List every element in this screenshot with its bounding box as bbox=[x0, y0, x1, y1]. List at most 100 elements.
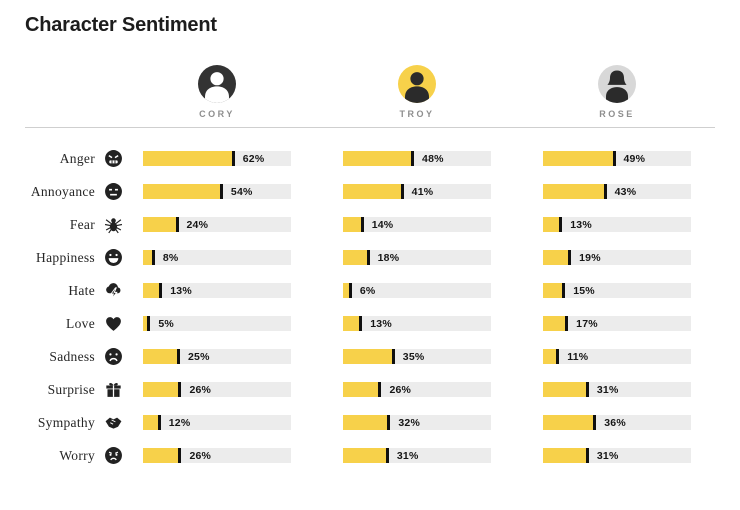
sentiment-row: Sadness 25% 35% 11% bbox=[0, 340, 740, 373]
bar-value-label: 26% bbox=[389, 383, 412, 396]
bar-tick bbox=[219, 184, 223, 199]
sentiment-bars: 12% 32% 36% bbox=[143, 415, 740, 430]
bar-tick bbox=[360, 217, 364, 232]
bar-fill bbox=[543, 151, 616, 166]
sentiment-bar-cory: 62% bbox=[143, 151, 291, 166]
bar-tick bbox=[175, 217, 179, 232]
sentiment-bar-rose: 17% bbox=[543, 316, 691, 331]
sentiment-row: Happiness 8% 18% 19% bbox=[0, 241, 740, 274]
characters-header: CORY TROY ROSE bbox=[0, 65, 740, 119]
bar-fill bbox=[143, 415, 161, 430]
sad-face-icon bbox=[103, 347, 123, 367]
sentiment-bars: 26% 31% 31% bbox=[143, 448, 740, 463]
sentiment-bars: 25% 35% 11% bbox=[143, 349, 740, 364]
sentiment-bars: 5% 13% 17% bbox=[143, 316, 740, 331]
bar-value-label: 15% bbox=[573, 284, 595, 297]
bar-value-label: 13% bbox=[170, 284, 192, 297]
bar-tick bbox=[147, 316, 151, 331]
sentiment-bar-cory: 26% bbox=[143, 448, 291, 463]
bar-fill bbox=[343, 250, 370, 265]
sentiment-label: Worry bbox=[59, 447, 95, 463]
bar-value-label: 32% bbox=[398, 416, 420, 429]
sentiment-bar-troy: 14% bbox=[343, 217, 491, 232]
heart-icon bbox=[103, 314, 123, 334]
expressionless-face-icon bbox=[103, 182, 123, 202]
sentiment-bar-cory: 24% bbox=[143, 217, 291, 232]
bar-fill bbox=[343, 415, 391, 430]
bar-tick bbox=[612, 151, 616, 166]
sentiment-label: Sadness bbox=[49, 348, 95, 364]
woman-avatar bbox=[598, 65, 636, 103]
bar-tick bbox=[585, 448, 589, 463]
bar-tick bbox=[603, 184, 607, 199]
bar-tick bbox=[348, 283, 352, 298]
bar-value-label: 17% bbox=[576, 317, 598, 330]
bar-value-label: 13% bbox=[370, 317, 392, 330]
angry-face-icon bbox=[103, 149, 123, 169]
bar-tick bbox=[565, 316, 569, 331]
sentiment-bar-troy: 26% bbox=[343, 382, 491, 397]
bar-value-label: 14% bbox=[371, 218, 394, 231]
bar-tick bbox=[378, 382, 382, 397]
bar-fill bbox=[143, 151, 235, 166]
sentiment-bar-cory: 54% bbox=[143, 184, 291, 199]
bar-fill bbox=[543, 250, 572, 265]
sentiment-bar-cory: 25% bbox=[143, 349, 291, 364]
bar-value-label: 26% bbox=[189, 383, 212, 396]
bar-value-label: 25% bbox=[188, 350, 210, 363]
bar-fill bbox=[543, 382, 589, 397]
sentiment-row: Sympathy 12% 32% 36% bbox=[0, 406, 740, 439]
worried-face-icon bbox=[103, 446, 123, 466]
bar-value-label: 24% bbox=[186, 218, 209, 231]
bar-tick bbox=[562, 283, 566, 298]
man-avatar bbox=[398, 65, 436, 103]
sentiment-bar-rose: 19% bbox=[543, 250, 691, 265]
sentiment-rows: Anger 62% 48% 49% Annoyance 54% 41% 43% bbox=[0, 142, 740, 472]
bar-fill bbox=[143, 283, 163, 298]
bar-value-label: 31% bbox=[596, 449, 619, 462]
sentiment-label: Surprise bbox=[47, 381, 95, 397]
character-name: ROSE bbox=[599, 109, 635, 119]
chart-title: Character Sentiment bbox=[25, 14, 217, 36]
sentiment-row: Surprise 26% 26% 31% bbox=[0, 373, 740, 406]
bar-value-label: 31% bbox=[596, 383, 619, 396]
bar-tick bbox=[157, 415, 161, 430]
sentiment-bars: 24% 14% 13% bbox=[143, 217, 740, 232]
bar-fill bbox=[143, 382, 182, 397]
sentiment-bar-rose: 13% bbox=[543, 217, 691, 232]
sentiment-bar-rose: 31% bbox=[543, 382, 691, 397]
bar-fill bbox=[143, 448, 182, 463]
sentiment-bars: 54% 41% 43% bbox=[143, 184, 740, 199]
bar-tick bbox=[159, 283, 163, 298]
bar-tick bbox=[556, 349, 560, 364]
sentiment-bars: 8% 18% 19% bbox=[143, 250, 740, 265]
bar-value-label: 54% bbox=[230, 185, 253, 198]
bar-tick bbox=[231, 151, 235, 166]
bar-tick bbox=[411, 151, 415, 166]
bar-fill bbox=[343, 448, 389, 463]
bar-tick bbox=[177, 349, 180, 364]
bar-fill bbox=[543, 184, 607, 199]
bar-fill bbox=[143, 250, 155, 265]
bar-tick bbox=[366, 250, 370, 265]
character-column-header: TROY bbox=[343, 65, 491, 119]
bar-value-label: 36% bbox=[604, 416, 626, 429]
character-name: TROY bbox=[399, 109, 435, 119]
sentiment-bar-cory: 8% bbox=[143, 250, 291, 265]
sentiment-bar-rose: 15% bbox=[543, 283, 691, 298]
sentiment-label: Sympathy bbox=[37, 414, 95, 430]
bar-fill bbox=[543, 415, 597, 430]
bar-value-label: 26% bbox=[189, 449, 212, 462]
bar-value-label: 6% bbox=[359, 284, 376, 297]
sentiment-bar-troy: 41% bbox=[343, 184, 491, 199]
bar-tick bbox=[593, 415, 597, 430]
bar-fill bbox=[143, 217, 179, 232]
bar-tick bbox=[400, 184, 404, 199]
character-name: CORY bbox=[199, 109, 235, 119]
character-column-header: CORY bbox=[143, 65, 291, 119]
bar-fill bbox=[343, 382, 382, 397]
bar-fill bbox=[143, 316, 151, 331]
sentiment-bar-rose: 11% bbox=[543, 349, 691, 364]
sentiment-label: Happiness bbox=[36, 249, 95, 265]
sentiment-bar-rose: 49% bbox=[543, 151, 691, 166]
